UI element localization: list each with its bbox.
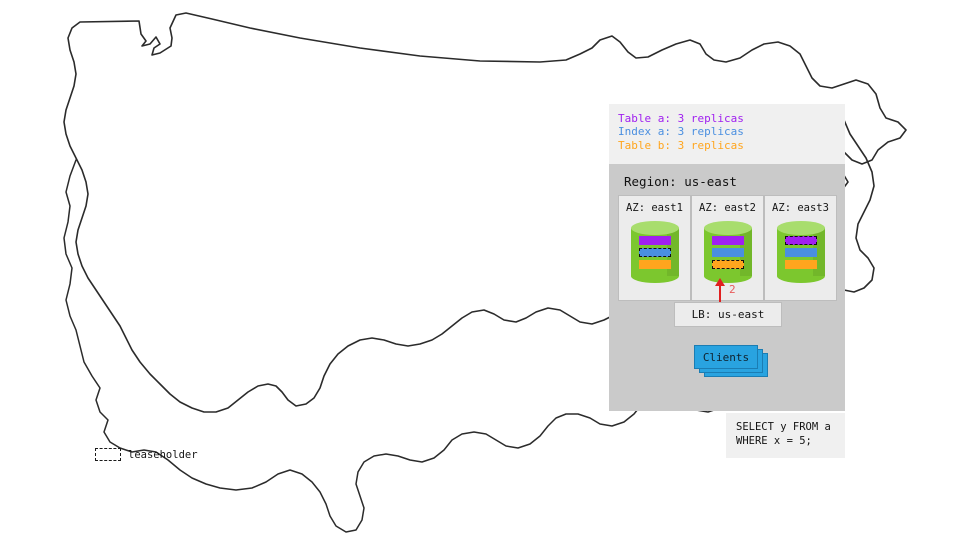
range-table-b-leaseholder [711,259,744,269]
replica-legend-panel: Table a: 3 replicas Index a: 3 replicas … [609,104,845,164]
clients-label: Clients [702,350,750,364]
replica-ranges-east3 [777,228,825,276]
load-balancer-label: LB: us-east [691,308,765,321]
cylinder-top [776,221,825,235]
region-title: Region: us-east [624,174,737,189]
availability-zone-row: AZ: east1 AZ: east2 [618,195,837,301]
replica-ranges-east1 [631,228,679,276]
range-table-b [784,259,817,269]
range-index-a [784,247,817,257]
cylinder-top [703,221,752,235]
legend-line-table-a: Table a: 3 replicas [618,112,744,125]
range-table-a-leaseholder [784,235,817,245]
range-table-a [711,235,744,245]
range-table-a [638,235,671,245]
client-sheet-front: Clients [694,345,758,369]
sql-line-1: SELECT y FROM a [736,421,831,433]
range-index-a-leaseholder [638,247,671,257]
range-index-a [711,247,744,257]
leaseholder-legend-label: leaseholder [128,448,198,461]
range-table-b [638,259,671,269]
database-cylinder-east2 [703,221,752,283]
database-cylinder-east3 [776,221,825,283]
az-box-east3[interactable]: AZ: east3 [764,195,837,301]
request-arrow-line [719,282,721,304]
az-box-east2[interactable]: AZ: east2 [691,195,764,301]
legend-line-index-a: Index a: 3 replicas [618,125,744,139]
sql-line-2: WHERE x = 5; [736,434,812,447]
leaseholder-dashed-rect-icon [95,448,121,461]
request-arrow-head-icon [715,278,725,286]
cylinder-top [630,221,679,235]
az-label-east3: AZ: east3 [772,202,829,214]
az-label-east1: AZ: east1 [626,202,683,214]
legend-line-table-b: Table b: 3 replicas [618,138,744,152]
az-box-east1[interactable]: AZ: east1 [618,195,691,301]
database-cylinder-east1 [630,221,679,283]
clients-stack[interactable]: Clients [694,345,768,377]
az-label-east2: AZ: east2 [699,202,756,214]
leaseholder-legend: leaseholder [95,448,198,461]
region-panel-us-east: Region: us-east AZ: east1 [609,164,845,411]
sql-query-box: SELECT y FROM a WHERE x = 5; [726,413,845,458]
load-balancer-box[interactable]: LB: us-east [674,302,782,327]
request-step-label: 2 [729,283,736,296]
replica-ranges-east2 [704,228,752,276]
